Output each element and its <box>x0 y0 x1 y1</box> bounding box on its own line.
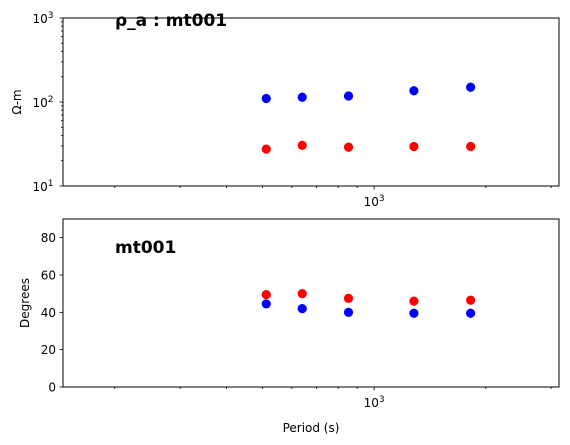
data-point <box>297 92 307 102</box>
data-point <box>466 141 476 152</box>
y-axis-label: Ω-m <box>10 89 24 114</box>
data-point <box>343 307 354 317</box>
data-point <box>343 142 354 152</box>
data-point <box>343 293 354 303</box>
panel-title: ρ_a : mt001 <box>115 11 227 31</box>
data-point <box>409 141 419 152</box>
data-point <box>261 93 271 104</box>
phase-panel: 103 0 20 40 60 80 Degrees Period (s) mt001 <box>18 218 560 435</box>
x-tick-label: 103 <box>364 395 385 410</box>
data-point <box>261 290 271 300</box>
data-point <box>409 296 419 306</box>
data-point <box>297 140 307 150</box>
y-axis-label: Degrees <box>18 278 32 328</box>
data-point <box>409 86 419 96</box>
y-tick-label: 102 <box>32 95 53 110</box>
x-tick-label: 103 <box>364 194 385 209</box>
y-tick-label: 103 <box>32 11 53 26</box>
data-point <box>261 144 271 154</box>
data-point <box>343 91 354 101</box>
data-point <box>409 308 419 318</box>
plot-frame <box>62 218 560 388</box>
data-point <box>466 295 476 305</box>
panel-title: mt001 <box>115 238 176 258</box>
y-tick-label: 40 <box>41 306 56 320</box>
x-axis-label: Period (s) <box>283 421 340 435</box>
y-tick-label: 20 <box>41 343 56 357</box>
data-point <box>261 299 271 309</box>
y-tick-label: 0 <box>48 381 56 395</box>
y-tick-label: 60 <box>41 269 56 283</box>
data-point <box>297 304 307 314</box>
data-point <box>466 308 476 318</box>
y-tick-label: 80 <box>41 231 56 245</box>
y-tick-label: 101 <box>32 179 53 194</box>
data-point <box>466 82 476 92</box>
apparent-resistivity-panel: 103 101 102 103 Ω-m ρ_a : mt001 <box>10 11 560 209</box>
plot-frame <box>62 17 560 187</box>
data-point <box>297 289 307 299</box>
